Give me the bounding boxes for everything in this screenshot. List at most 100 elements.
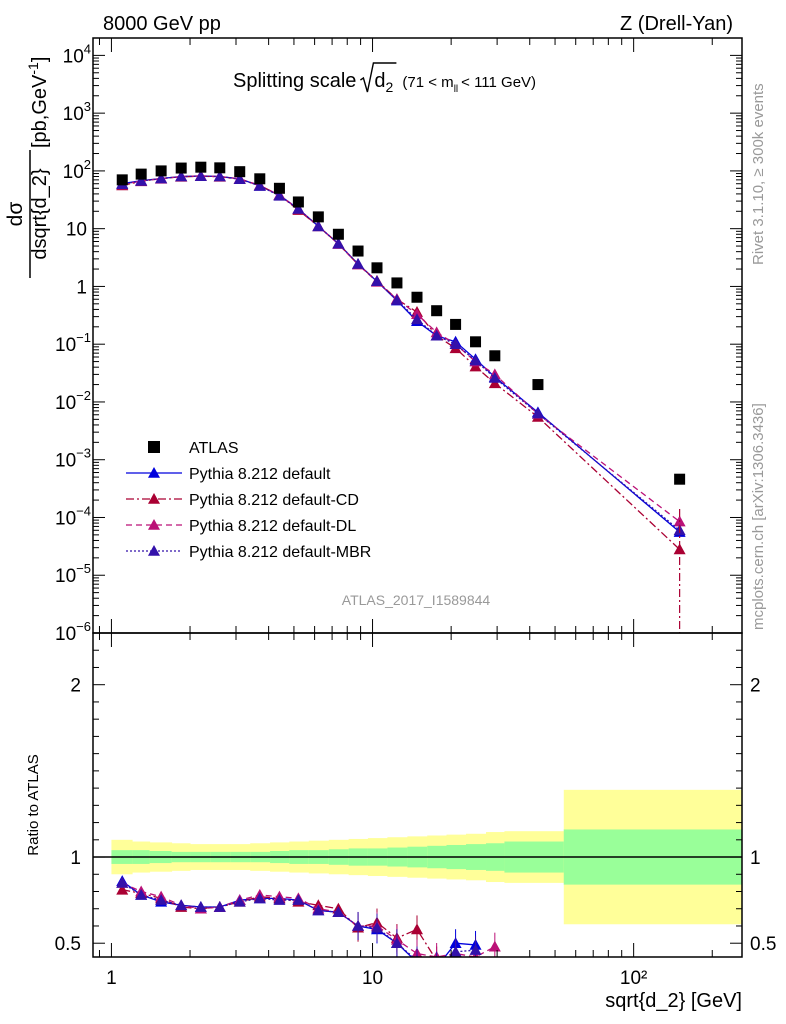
ratio-point (416, 956, 418, 957)
mc-point (273, 189, 286, 201)
mc-point (352, 257, 365, 269)
y-tick-base: 10 (55, 508, 76, 529)
atlas-data-point (234, 166, 246, 178)
y-tick-base: 10 (63, 104, 84, 125)
x-tick-label: 10 (362, 968, 383, 989)
ratio-point (312, 904, 325, 916)
ratio-point (470, 958, 482, 969)
y-tick-label: 103 (63, 99, 91, 125)
ratio-point (370, 921, 383, 933)
ratio-point (410, 923, 423, 935)
atlas-data-point (312, 211, 324, 223)
energy-label: 8000 GeV pp (103, 13, 221, 35)
mc-point (233, 173, 246, 184)
atlas-data-point (254, 173, 266, 185)
y-tick-exponent: −4 (76, 503, 91, 518)
ratio-y-axis-title: Ratio to ATLAS (25, 754, 42, 855)
ratio-point (469, 944, 482, 955)
y-axis-unit-post: ] (29, 57, 51, 63)
ratio-point (116, 876, 129, 888)
atlas-data-point (273, 182, 285, 194)
ratio-point (213, 901, 226, 912)
y-axis-numerator: dσ (4, 202, 27, 227)
main-curves (116, 169, 686, 633)
x-axis-title: sqrt{d_2} [GeV] (605, 990, 742, 1012)
atlas-data-point (352, 245, 364, 257)
mc-point (175, 170, 188, 182)
y-tick-label: 10 (66, 220, 87, 241)
y-tick-exponent: −2 (76, 388, 91, 403)
ratio-point (155, 894, 168, 905)
y-tick-exponent: −5 (76, 561, 91, 576)
y-tick-label: 10−6 (55, 619, 91, 645)
y-tick-label: 10−1 (55, 330, 91, 356)
atlas-data-point (431, 305, 443, 317)
legend-entry: Pythia 8.212 default-MBR (189, 544, 371, 561)
atlas-data-point (116, 174, 128, 186)
ratio-y-tick-label-right: 1 (750, 848, 761, 869)
y-tick-exponent: −1 (76, 330, 91, 345)
atlas-data-point (450, 318, 462, 330)
ratio-point (390, 937, 403, 949)
atlas-data-point (470, 336, 482, 348)
legend-marker-atlas (148, 441, 160, 453)
ratio-y-tick-label-right: 2 (750, 676, 761, 697)
y-axis-denominator: dsqrt{d_2} (29, 168, 51, 260)
legend-entry: Pythia 8.212 default-DL (189, 518, 356, 535)
y-tick-label: 10−2 (55, 388, 91, 414)
mc-point (155, 172, 168, 184)
legend-entry: ATLAS (189, 440, 239, 457)
y-axis-unit-pre: [pb,GeV (29, 74, 51, 148)
ratio-point (273, 894, 286, 905)
atlas-data-point (195, 161, 207, 173)
y-tick-base: 10 (55, 335, 76, 356)
mc-point (370, 275, 383, 287)
process-label: Z (Drell-Yan) (620, 13, 733, 35)
ratio-point (450, 958, 462, 969)
title-variable-sub: 2 (386, 79, 394, 95)
y-tick-exponent: 4 (84, 41, 91, 56)
title-sqrt-symbol (360, 62, 397, 93)
y-tick-exponent: −6 (76, 619, 91, 634)
y-tick-label: 10−5 (55, 561, 91, 587)
ratio-point (352, 919, 365, 931)
mc-point (135, 174, 148, 186)
y-tick-exponent: 2 (84, 157, 91, 172)
atlas-data-point (371, 262, 383, 274)
title-cut-sub: ll (454, 84, 458, 95)
rivet-version-label: Rivet 3.1.10, ≥ 300k events (750, 83, 767, 265)
mc-point (410, 313, 423, 325)
title-cut-pre: (71 < m (402, 74, 453, 91)
ratio-axis-ticks: 1 10 10² 2 2 1 1 0.5 0.5 (55, 633, 776, 989)
legend-marker (148, 493, 160, 504)
y-tick-label: 10−3 (55, 446, 91, 472)
atlas-data-point (292, 196, 304, 208)
title-main: Splitting scale (233, 70, 356, 92)
y-tick-base: 10 (63, 46, 84, 67)
y-tick-exponent: 3 (84, 99, 91, 114)
ratio-y-tick-label: 0.5 (55, 934, 81, 955)
mc-point (213, 170, 226, 182)
main-panel: Splitting scale d2 (71 < mll < 111 GeV) d… (4, 37, 743, 645)
y-tick-base: 1 (76, 277, 87, 298)
mc-point (430, 329, 443, 341)
atlas-data-point (175, 162, 187, 174)
legend-marker (148, 545, 160, 556)
y-tick-label: 10−4 (55, 503, 91, 529)
mc-point (390, 294, 403, 305)
ratio-point (292, 894, 305, 905)
ratio-frame (92, 632, 743, 958)
y-tick-base: 10 (55, 566, 76, 587)
ratio-y-tick-label: 1 (70, 848, 81, 869)
y-tick-label: 102 (63, 157, 91, 183)
y-tick-base: 10 (66, 220, 87, 241)
legend-entry: Pythia 8.212 default (189, 466, 331, 483)
y-tick-label: 1 (76, 277, 87, 298)
y-axis-title: dσ dsqrt{d_2} [pb,GeV-1] (4, 57, 51, 278)
ratio-point (431, 960, 443, 971)
atlas-data-point (532, 379, 544, 391)
ratio-point (431, 961, 443, 972)
atlas-data-point (391, 277, 403, 289)
ratio-point (489, 968, 501, 979)
ratio-point (233, 895, 246, 907)
